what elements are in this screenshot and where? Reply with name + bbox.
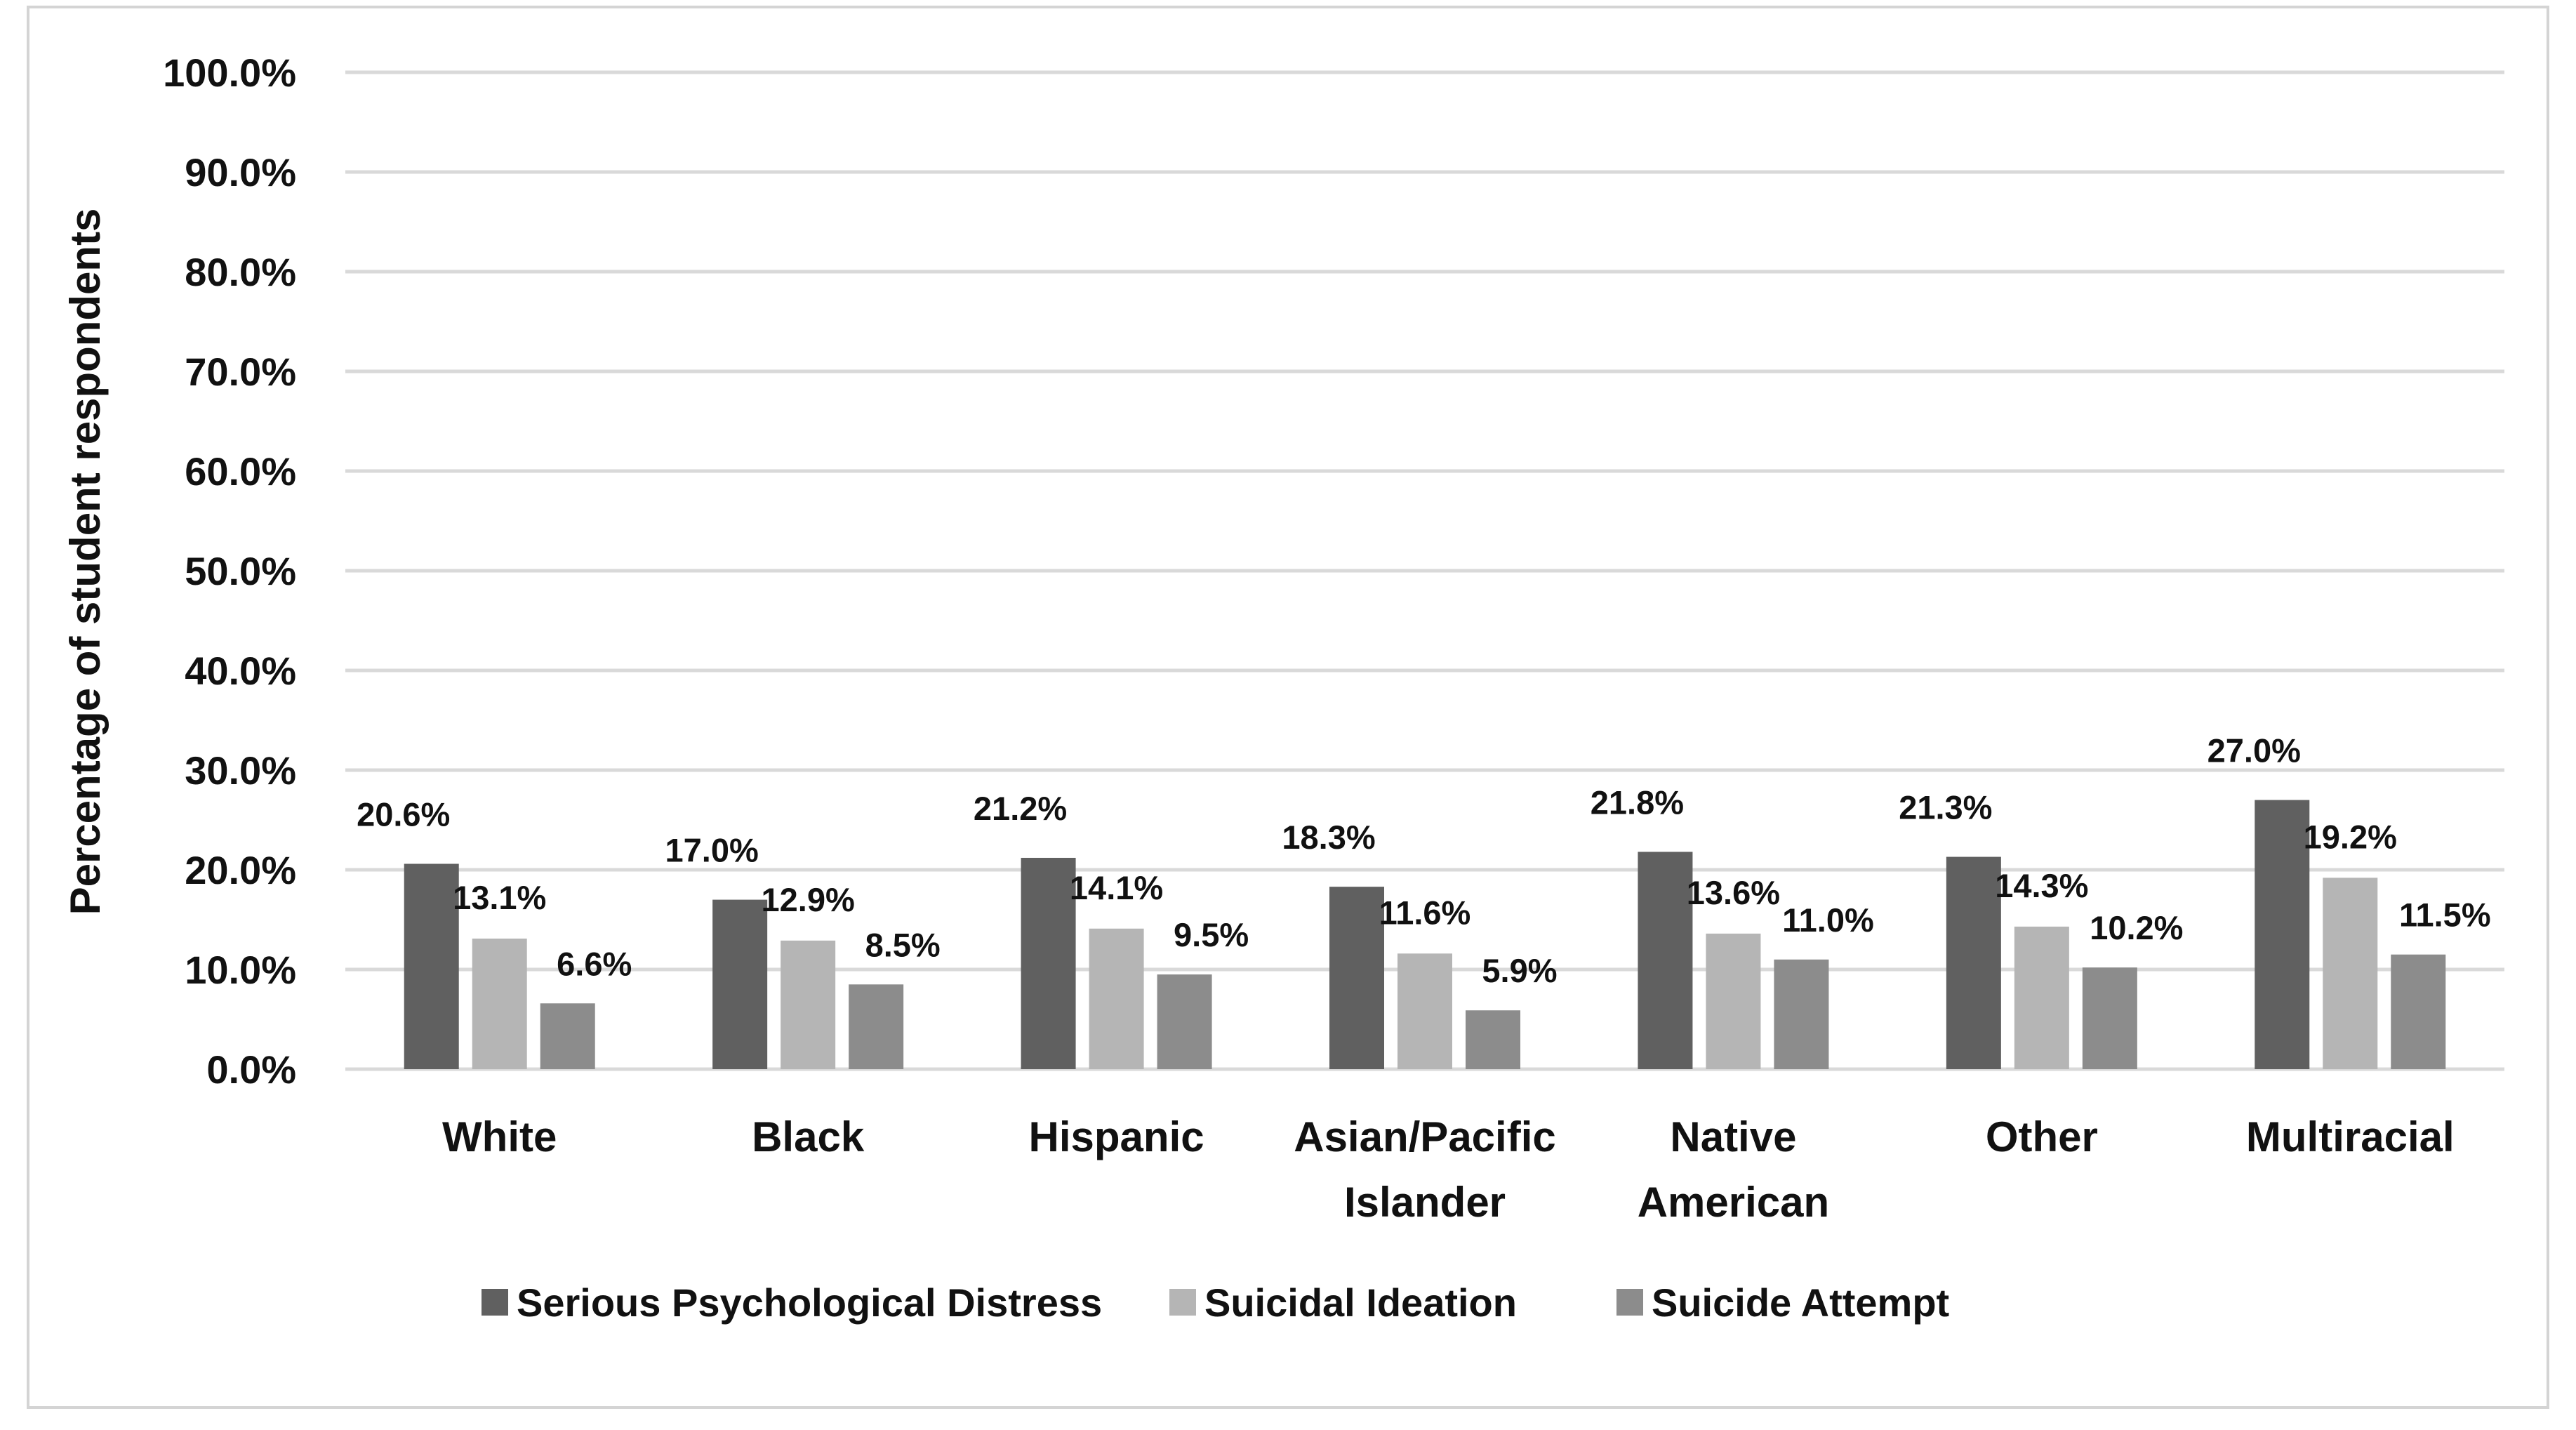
x-category-label: Hispanic <box>1029 1113 1204 1160</box>
bar <box>1397 953 1452 1069</box>
y-tick-label: 90.0% <box>185 150 296 194</box>
bar <box>712 899 768 1069</box>
y-tick-label: 70.0% <box>185 350 296 394</box>
y-tick-label: 100.0% <box>163 51 296 95</box>
bar <box>781 940 836 1069</box>
y-tick-label: 20.0% <box>185 848 296 892</box>
bar <box>2391 954 2446 1069</box>
chart-frame <box>27 6 2549 1409</box>
data-label: 11.5% <box>2399 896 2491 934</box>
bar <box>2082 967 2137 1069</box>
data-label: 5.9% <box>1482 952 1557 989</box>
x-category-label: Multiracial <box>2246 1113 2455 1160</box>
y-tick-label: 50.0% <box>185 549 296 593</box>
data-labels: 20.6% 13.1% 6.6% 17.0%12.9% 8.5% 21.2% 14.1% 9.… <box>357 732 2491 990</box>
bars <box>404 800 2446 1069</box>
gridlines <box>345 70 2504 1071</box>
legend-label: Serious Psychological Distress <box>517 1280 1102 1325</box>
legend-label: Suicide Attempt <box>1652 1280 1949 1325</box>
legend-swatch <box>1169 1289 1196 1316</box>
data-label: 9.5% <box>1174 916 1249 953</box>
data-label: 13.1% <box>453 879 546 916</box>
bar <box>404 863 459 1069</box>
data-label: 13.6% <box>1687 874 1780 911</box>
legend-swatch <box>482 1289 508 1316</box>
bar <box>1157 974 1212 1069</box>
x-axis-categories: White Black Hispanic Asian/Pacific Islander N… <box>442 1113 2455 1226</box>
data-label: 19.2% <box>2304 818 2397 855</box>
legend: Serious Psychological Distress Suicidal I… <box>482 1280 1949 1325</box>
bar <box>2014 926 2069 1069</box>
data-label: 21.3% <box>1899 789 1992 826</box>
x-category-label: Other <box>1986 1113 2098 1160</box>
y-axis-label: Percentage of student respondents <box>62 208 109 915</box>
data-label: 14.1% <box>1070 869 1163 906</box>
bar <box>1774 959 1829 1069</box>
y-axis-ticks: 0.0% 10.0% 20.0% 30.0% 40.0% 50.0% 60.0% 70.0% 8… <box>163 51 296 1092</box>
bar <box>1706 933 1761 1069</box>
data-label: 11.0% <box>1782 901 1874 939</box>
y-tick-label: 10.0% <box>185 948 296 992</box>
y-tick-label: 40.0% <box>185 649 296 693</box>
data-label: 8.5% <box>865 926 941 963</box>
y-tick-label: 0.0% <box>206 1047 296 1092</box>
legend-label: Suicidal Ideation <box>1204 1280 1517 1325</box>
legend-swatch <box>1616 1289 1643 1316</box>
data-label: 21.2% <box>974 790 1067 827</box>
bar <box>849 984 904 1069</box>
y-tick-label: 80.0% <box>185 250 296 294</box>
bar <box>2323 878 2378 1069</box>
y-tick-label: 30.0% <box>185 748 296 793</box>
x-category-label: American <box>1638 1179 1829 1226</box>
data-label: 6.6% <box>557 945 632 982</box>
x-category-label: Asian/Pacific <box>1294 1113 1556 1160</box>
data-label: 18.3% <box>1282 819 1375 856</box>
x-category-label: White <box>442 1113 557 1160</box>
data-label: 27.0% <box>2207 732 2301 769</box>
data-label: 10.2% <box>2090 909 2183 946</box>
data-label: 11.6% <box>1379 894 1471 931</box>
bar <box>1638 852 1693 1069</box>
x-category-label: Black <box>752 1113 865 1160</box>
bar <box>1021 857 1076 1069</box>
data-label: 14.3% <box>1995 867 2088 904</box>
y-tick-label: 60.0% <box>185 449 296 494</box>
bar <box>2255 800 2310 1069</box>
data-label: 17.0% <box>665 832 759 869</box>
bar <box>540 1003 595 1069</box>
bar <box>1089 928 1144 1069</box>
bar <box>1946 856 2001 1069</box>
bar <box>1329 887 1384 1069</box>
data-label: 21.8% <box>1591 783 1684 821</box>
x-category-label: Islander <box>1344 1179 1506 1226</box>
x-category-label: Native <box>1670 1113 1796 1160</box>
bar <box>472 938 527 1069</box>
data-label: 20.6% <box>357 795 450 833</box>
data-label: 12.9% <box>762 881 855 918</box>
bar <box>1466 1010 1520 1069</box>
